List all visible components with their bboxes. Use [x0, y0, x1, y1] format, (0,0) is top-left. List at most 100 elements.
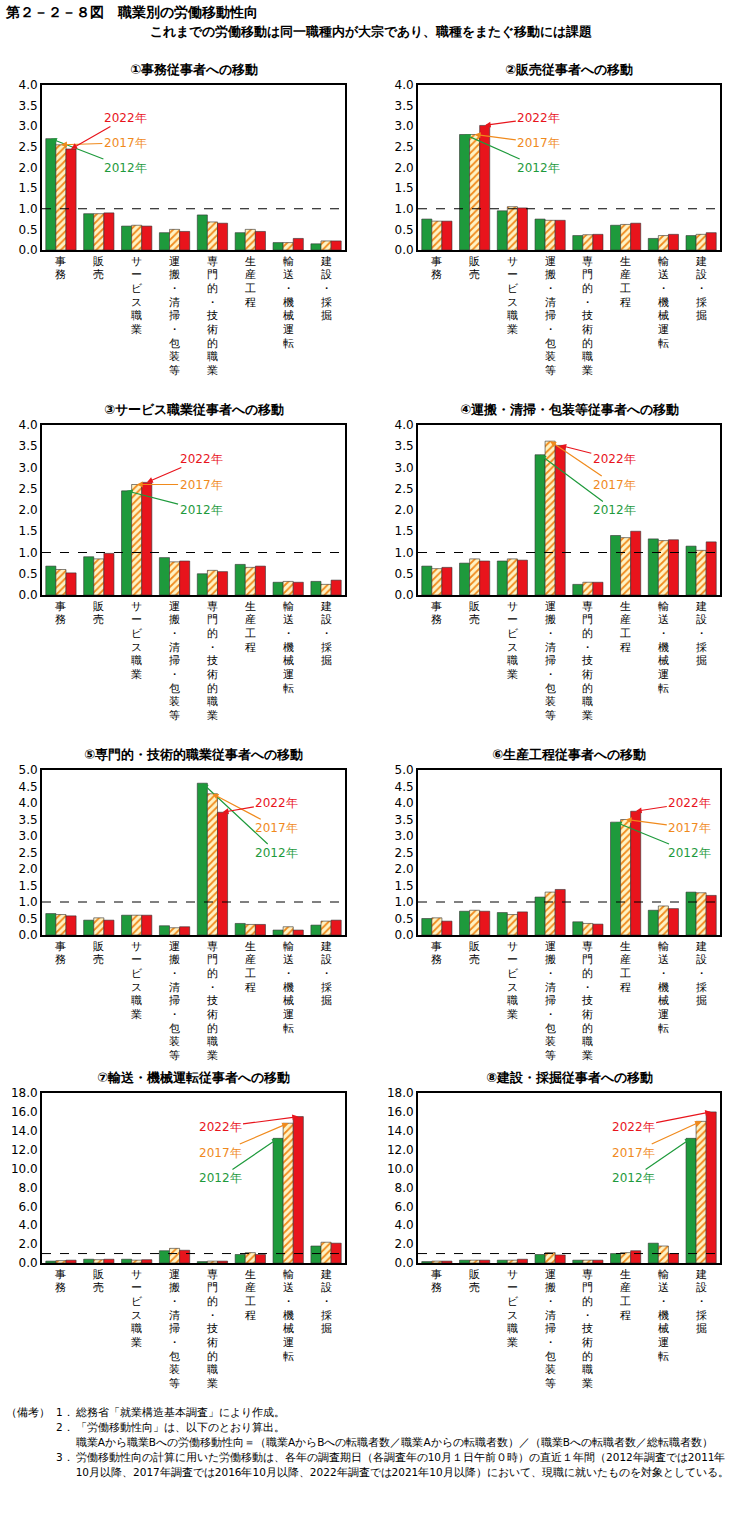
- svg-text:2.5: 2.5: [19, 140, 38, 154]
- svg-text:輸送・機械運転: 輸送・機械運転: [283, 1268, 294, 1362]
- svg-text:3.5: 3.5: [19, 439, 38, 453]
- svg-text:2022年: 2022年: [199, 1120, 242, 1134]
- svg-text:輸送・機械運転: 輸送・機械運転: [283, 600, 294, 694]
- svg-text:2017年: 2017年: [668, 821, 711, 835]
- svg-text:輸送・機械運転: 輸送・機械運転: [283, 255, 294, 349]
- svg-text:2.0: 2.0: [395, 161, 414, 175]
- svg-text:販売: 販売: [93, 1268, 104, 1294]
- svg-text:生産工程: 生産工程: [620, 940, 631, 993]
- svg-text:販売: 販売: [93, 255, 104, 281]
- svg-text:生産工程: 生産工程: [245, 600, 256, 653]
- svg-text:③サービス職業従事者への移動: ③サービス職業従事者への移動: [104, 402, 284, 417]
- svg-text:16.0: 16.0: [11, 1105, 38, 1119]
- svg-text:輸送・機械運転: 輸送・機械運転: [658, 1268, 669, 1362]
- svg-text:4.0: 4.0: [395, 796, 414, 810]
- svg-text:2.0: 2.0: [395, 503, 414, 517]
- svg-text:14.0: 14.0: [387, 1124, 414, 1138]
- svg-text:1.5: 1.5: [19, 879, 38, 893]
- svg-text:1.5: 1.5: [19, 524, 38, 538]
- svg-text:運搬・清掃・包装等: 運搬・清掃・包装等: [545, 1268, 556, 1389]
- svg-text:8.0: 8.0: [395, 1181, 414, 1195]
- svg-text:5.0: 5.0: [395, 763, 414, 777]
- svg-text:1.5: 1.5: [395, 879, 414, 893]
- svg-text:運搬・清掃・包装等: 運搬・清掃・包装等: [545, 600, 556, 721]
- svg-text:2017年: 2017年: [255, 821, 298, 835]
- svg-text:2.5: 2.5: [395, 846, 414, 860]
- svg-text:0.5: 0.5: [395, 223, 414, 237]
- svg-text:2.0: 2.0: [395, 862, 414, 876]
- svg-text:事務: 事務: [55, 255, 66, 281]
- svg-text:2012年: 2012年: [180, 503, 223, 517]
- svg-text:②販売従事者への移動: ②販売従事者への移動: [505, 62, 633, 77]
- svg-text:3.0: 3.0: [395, 119, 414, 133]
- svg-text:販売: 販売: [469, 940, 480, 966]
- svg-text:販売: 販売: [469, 255, 480, 281]
- svg-text:2022年: 2022年: [255, 796, 298, 810]
- svg-text:④運搬・清掃・包装等従事者への移動: ④運搬・清掃・包装等従事者への移動: [460, 402, 679, 417]
- svg-text:6.0: 6.0: [395, 1200, 414, 1214]
- svg-text:サービス職業: サービス職業: [507, 255, 519, 335]
- svg-text:専門的・技術的職業: 専門的・技術的職業: [206, 940, 218, 1061]
- svg-text:1.0: 1.0: [19, 895, 38, 909]
- svg-text:専門的・技術的職業: 専門的・技術的職業: [581, 1268, 593, 1389]
- svg-text:3.0: 3.0: [19, 461, 38, 475]
- svg-text:輸送・機械運転: 輸送・機械運転: [283, 940, 294, 1034]
- svg-text:4.0: 4.0: [395, 1218, 414, 1232]
- svg-text:輸送・機械運転: 輸送・機械運転: [658, 940, 669, 1034]
- svg-text:2.0: 2.0: [19, 862, 38, 876]
- svg-text:サービス職業: サービス職業: [131, 255, 143, 335]
- svg-text:2012年: 2012年: [104, 161, 147, 175]
- svg-text:0.5: 0.5: [395, 567, 414, 581]
- svg-text:2012年: 2012年: [517, 161, 560, 175]
- svg-text:生産工程: 生産工程: [620, 600, 631, 653]
- svg-text:⑦輸送・機械運転従事者への移動: ⑦輸送・機械運転従事者への移動: [97, 1070, 290, 1085]
- svg-text:専門的・技術的職業: 専門的・技術的職業: [581, 255, 593, 376]
- svg-text:10.0: 10.0: [387, 1162, 414, 1176]
- svg-text:建設・採掘: 建設・採掘: [695, 600, 707, 667]
- svg-text:3.0: 3.0: [395, 461, 414, 475]
- svg-text:3.5: 3.5: [19, 813, 38, 827]
- svg-text:0.0: 0.0: [395, 928, 414, 942]
- svg-text:1.0: 1.0: [395, 546, 414, 560]
- svg-text:0.5: 0.5: [19, 912, 38, 926]
- svg-text:1.0: 1.0: [395, 895, 414, 909]
- svg-text:12.0: 12.0: [11, 1143, 38, 1157]
- svg-text:0.0: 0.0: [19, 243, 38, 257]
- svg-text:3.5: 3.5: [19, 99, 38, 113]
- svg-text:2012年: 2012年: [668, 846, 711, 860]
- svg-text:4.0: 4.0: [395, 78, 414, 92]
- svg-text:0.0: 0.0: [19, 588, 38, 602]
- svg-text:事務: 事務: [55, 940, 66, 966]
- svg-text:1.0: 1.0: [19, 202, 38, 216]
- svg-text:3.5: 3.5: [395, 813, 414, 827]
- svg-text:サービス職業: サービス職業: [507, 1268, 519, 1348]
- svg-text:運搬・清掃・包装等: 運搬・清掃・包装等: [169, 600, 180, 721]
- svg-text:①事務従事者への移動: ①事務従事者への移動: [130, 62, 258, 77]
- svg-text:2012年: 2012年: [199, 1171, 242, 1185]
- svg-text:専門的・技術的職業: 専門的・技術的職業: [206, 600, 218, 721]
- svg-text:2022年: 2022年: [668, 796, 711, 810]
- svg-text:2022年: 2022年: [612, 1120, 655, 1134]
- svg-text:専門的・技術的職業: 専門的・技術的職業: [581, 940, 593, 1061]
- svg-text:0.0: 0.0: [395, 1256, 414, 1270]
- svg-text:サービス職業: サービス職業: [131, 940, 143, 1020]
- svg-text:1.5: 1.5: [19, 181, 38, 195]
- svg-text:建設・採掘: 建設・採掘: [320, 1268, 332, 1335]
- svg-text:3.5: 3.5: [395, 439, 414, 453]
- svg-text:販売: 販売: [93, 940, 104, 966]
- svg-text:事務: 事務: [431, 255, 442, 281]
- svg-text:⑥生産工程従事者への移動: ⑥生産工程従事者への移動: [492, 747, 646, 762]
- svg-text:4.0: 4.0: [19, 1218, 38, 1232]
- svg-text:14.0: 14.0: [11, 1124, 38, 1138]
- svg-text:建設・採掘: 建設・採掘: [695, 940, 707, 1007]
- svg-text:⑧建設・採掘従事者への移動: ⑧建設・採掘従事者への移動: [486, 1070, 653, 1085]
- svg-text:2.0: 2.0: [395, 1237, 414, 1251]
- svg-text:サービス職業: サービス職業: [131, 1268, 143, 1348]
- svg-text:6.0: 6.0: [19, 1200, 38, 1214]
- svg-text:専門的・技術的職業: 専門的・技術的職業: [206, 255, 218, 376]
- svg-text:サービス職業: サービス職業: [507, 940, 519, 1020]
- svg-text:2.0: 2.0: [19, 1237, 38, 1251]
- svg-text:0.0: 0.0: [19, 1256, 38, 1270]
- svg-text:専門的・技術的職業: 専門的・技術的職業: [581, 600, 593, 721]
- svg-text:事務: 事務: [55, 600, 66, 626]
